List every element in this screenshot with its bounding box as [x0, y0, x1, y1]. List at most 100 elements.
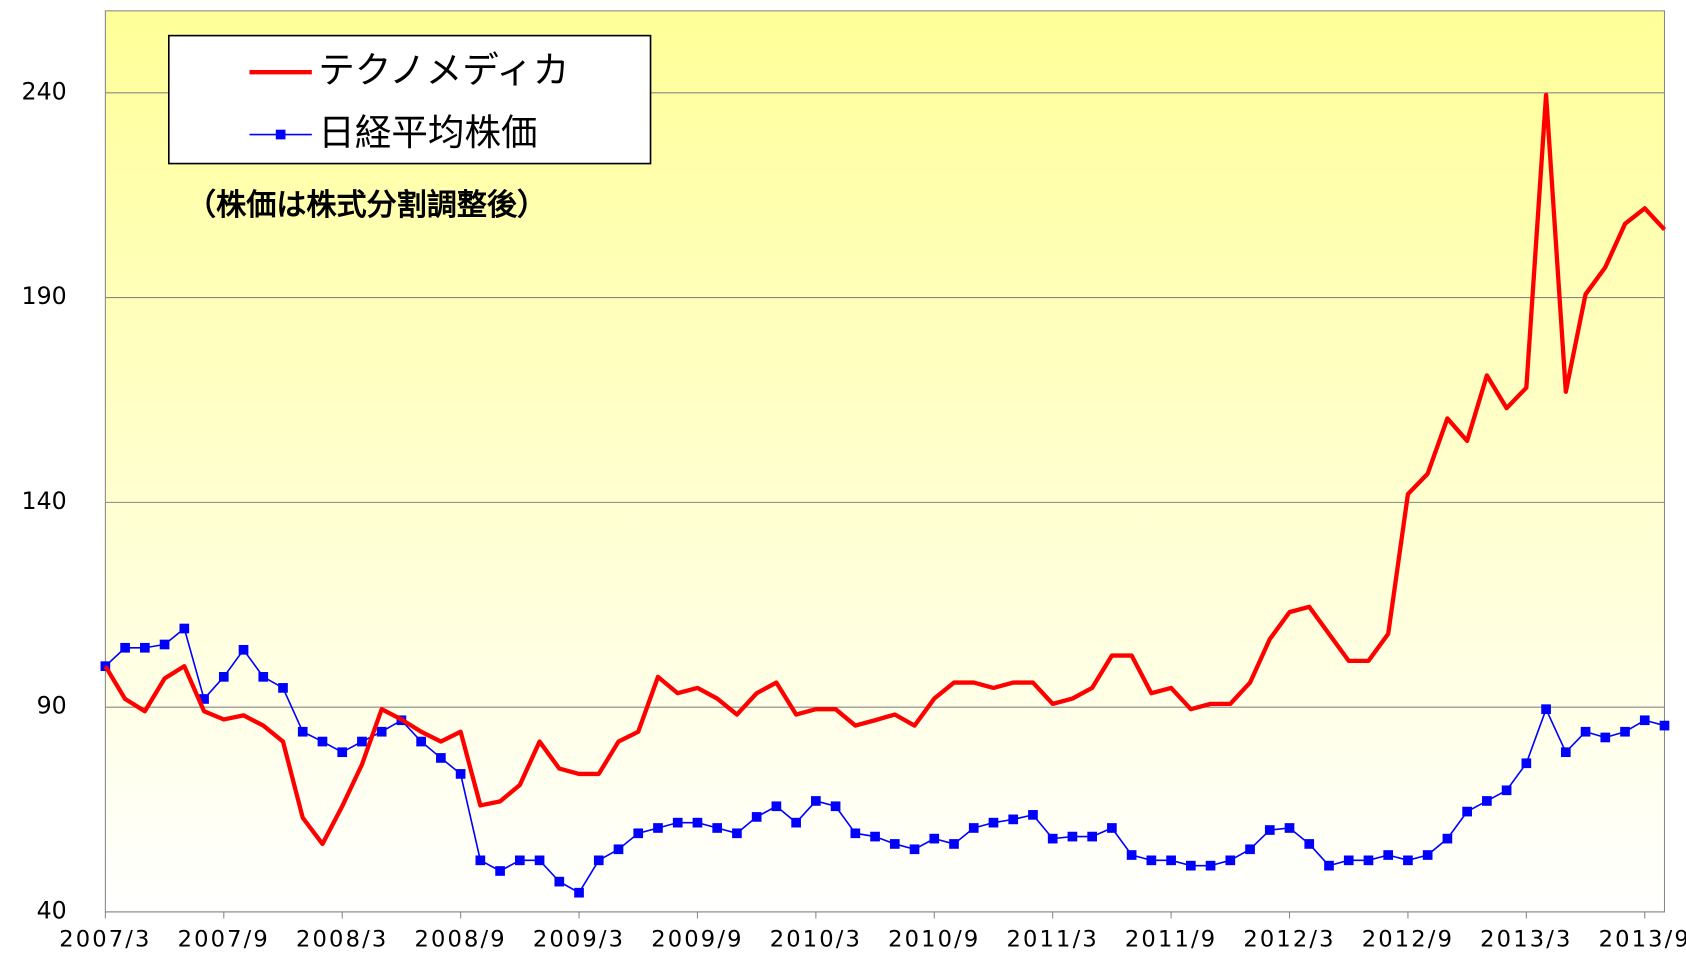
marker [1107, 823, 1117, 833]
marker [613, 844, 624, 855]
marker [988, 817, 999, 828]
marker [159, 639, 170, 650]
x-tick-label: 2007/9 [178, 926, 270, 952]
marker [712, 823, 723, 833]
marker [968, 823, 979, 833]
marker [1383, 850, 1394, 860]
marker [1284, 823, 1295, 833]
marker [140, 642, 150, 653]
y-tick-label: 240 [22, 77, 67, 105]
marker [771, 801, 782, 812]
marker [554, 876, 565, 887]
marker [1185, 860, 1196, 871]
marker [1442, 833, 1453, 844]
y-tick-label: 90 [37, 692, 67, 720]
marker [1600, 732, 1611, 743]
marker [653, 823, 663, 833]
marker [1521, 758, 1532, 769]
marker [1047, 833, 1058, 844]
marker [1008, 814, 1019, 825]
marker [258, 672, 269, 682]
marker [475, 855, 486, 866]
marker [1126, 850, 1137, 860]
marker [436, 753, 446, 763]
marker [949, 839, 959, 849]
marker [1146, 855, 1157, 866]
grid: 40 90 140 190 240 2007/3 2007/9 2008/3 2008/9 200… [22, 77, 1686, 952]
annotation: （株価は株式分割調整後） [186, 188, 547, 223]
marker [1067, 831, 1078, 842]
marker [357, 736, 367, 747]
marker [1422, 850, 1433, 860]
x-tick-label: 2013/3 [1480, 926, 1572, 952]
marker [337, 747, 348, 758]
marker [1659, 720, 1670, 731]
marker [1324, 860, 1334, 871]
marker [1501, 785, 1512, 796]
marker [850, 828, 861, 839]
legend-marker [275, 129, 286, 140]
marker [297, 726, 308, 737]
marker [317, 736, 328, 747]
marker [929, 833, 940, 844]
marker [672, 817, 683, 828]
x-tick-label: 2011/9 [1125, 926, 1217, 952]
series-line [103, 92, 1667, 847]
marker [811, 796, 821, 806]
y-tick-label: 140 [22, 487, 67, 515]
marker [1205, 860, 1216, 871]
marker [416, 736, 426, 747]
x-tick-label: 2011/3 [1007, 926, 1099, 952]
marker [238, 644, 249, 655]
marker [870, 831, 880, 842]
marker [1363, 855, 1374, 866]
marker [889, 839, 900, 849]
marker [1580, 726, 1591, 737]
marker [1087, 831, 1097, 842]
marker [1462, 806, 1472, 817]
marker [751, 812, 762, 822]
marker [1541, 704, 1551, 715]
marker [1482, 796, 1492, 806]
marker [633, 828, 644, 839]
marker [534, 855, 545, 866]
marker [1304, 839, 1315, 849]
lines [100, 92, 1670, 898]
marker [1245, 844, 1255, 855]
marker [830, 801, 841, 812]
legend-label: テクノメディカ [318, 49, 569, 92]
marker [1264, 825, 1275, 835]
marker [909, 844, 920, 855]
marker [593, 855, 604, 866]
x-tick-label: 2008/3 [296, 926, 388, 952]
marker [791, 817, 801, 828]
marker [1225, 855, 1236, 866]
y-tick-label: 40 [37, 896, 67, 924]
marker [1560, 747, 1571, 758]
x-tick-label: 2012/9 [1362, 926, 1454, 952]
marker [1639, 715, 1650, 726]
marker [179, 623, 190, 634]
x-tick-label: 2012/3 [1243, 926, 1335, 952]
x-tick-label: 2008/9 [414, 926, 506, 952]
marker [514, 855, 525, 866]
marker [732, 828, 742, 839]
y-tick-label: 190 [22, 282, 67, 310]
marker [376, 726, 387, 737]
x-tick-label: 2010/9 [888, 926, 980, 952]
x-tick-label: 2010/3 [770, 926, 862, 952]
marker [495, 866, 505, 876]
marker [1403, 855, 1413, 866]
marker [199, 694, 209, 704]
marker [1620, 726, 1630, 737]
x-tick-label: 2007/3 [59, 926, 151, 952]
x-tick-label: 2009/9 [651, 926, 743, 952]
marker [278, 683, 288, 693]
marker [692, 817, 703, 828]
marker [120, 642, 130, 653]
marker [1343, 855, 1354, 866]
marker [218, 672, 229, 682]
marker [1028, 810, 1038, 820]
